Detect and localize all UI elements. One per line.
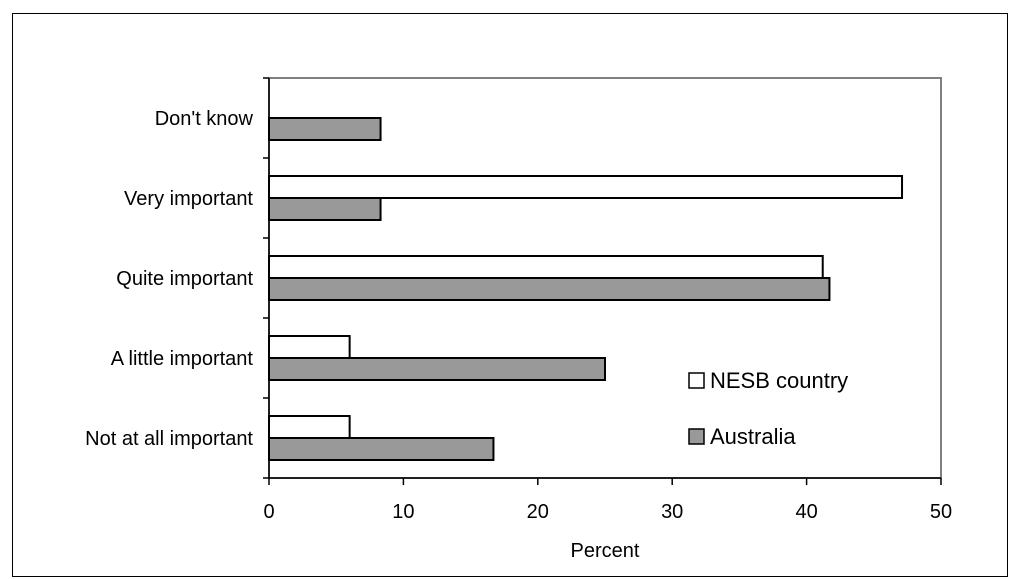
x-tick-label: 30 <box>661 501 683 523</box>
y-tick-label: Don't know <box>155 108 254 130</box>
bar-nesb-country-2 <box>268 255 824 279</box>
y-tick-label: Very important <box>124 188 253 210</box>
x-tick-label: 20 <box>527 501 549 523</box>
legend-label-nesb-country: NESB country <box>710 368 848 393</box>
x-tick-label: 50 <box>930 501 952 523</box>
chart-frame <box>12 13 1008 577</box>
bar-australia-2 <box>268 277 831 301</box>
bar-nesb-country-1 <box>268 335 351 359</box>
legend-label-australia: Australia <box>710 424 796 449</box>
y-tick-label: A little important <box>111 348 254 370</box>
legend: NESB country Australia <box>688 368 848 449</box>
bar-australia-0 <box>268 437 495 461</box>
axes: Not at all important A little important Qu… <box>85 77 952 523</box>
x-tick-label: 10 <box>392 501 414 523</box>
x-axis-label: Percent <box>571 540 640 562</box>
y-tick-label: Not at all important <box>85 428 253 450</box>
bar-australia-4 <box>268 117 382 141</box>
x-tick-label: 40 <box>795 501 817 523</box>
legend-swatch-nesb-country <box>688 372 705 389</box>
x-tick-label: 0 <box>263 501 274 523</box>
bars <box>268 117 904 461</box>
bar-nesb-country-0 <box>268 415 351 439</box>
bar-australia-3 <box>268 197 382 221</box>
legend-swatch-australia <box>688 428 705 445</box>
bar-nesb-country-3 <box>268 175 904 199</box>
bar-australia-1 <box>268 357 606 381</box>
y-tick-label: Quite important <box>116 268 253 290</box>
